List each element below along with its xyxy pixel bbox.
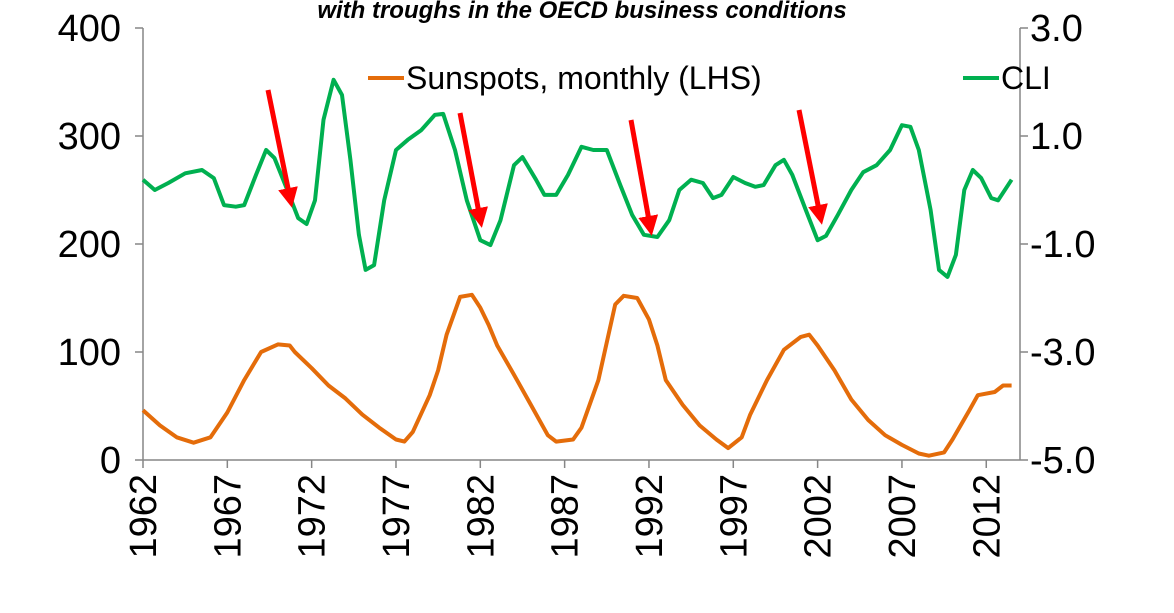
x-tick-label: 1992 [629,474,671,559]
x-tick-label: 1982 [460,474,502,559]
y-tick-label: 100 [58,332,121,374]
arrow [796,109,828,225]
x-tick-label: 1987 [545,474,587,559]
x-tick-label: 2002 [798,474,840,559]
arrow [628,119,659,236]
series-line [141,292,1012,458]
x-tick-label: 1962 [123,474,165,559]
y2-tick-label: -5.0 [1030,440,1095,482]
arrow [265,89,298,208]
y-tick-label: 300 [58,116,121,158]
y2-tick-label: 1.0 [1030,116,1083,158]
legend-label: CLI [1001,60,1051,96]
x-tick-label: 2007 [882,474,924,559]
y-tick-label: 200 [58,224,121,266]
y2-tick-label: 3.0 [1030,8,1083,50]
chart-title: with troughs in the OECD business condit… [317,0,846,24]
y-tick-label: 0 [100,440,121,482]
legend-label: Sunspots, monthly (LHS) [406,60,762,96]
x-tick-label: 1972 [292,474,334,559]
series-line [141,77,1014,279]
y2-tick-label: -3.0 [1030,332,1095,374]
y-tick-label: 400 [58,8,121,50]
x-tick-label: 1997 [713,474,755,559]
x-tick-label: 1977 [376,474,418,559]
arrow [457,112,488,228]
x-tick-label: 1967 [207,474,249,559]
annotation-arrows [265,89,828,236]
x-tick-label: 2012 [966,474,1008,559]
y2-tick-label: -1.0 [1030,224,1095,266]
